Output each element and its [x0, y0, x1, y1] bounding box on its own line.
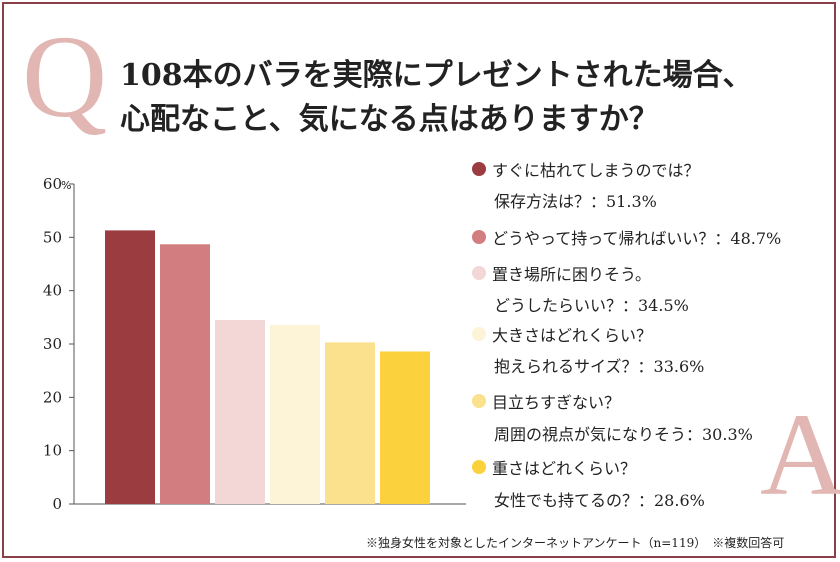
y-axis-unit: % — [61, 179, 71, 192]
legend-label-1-line-1: すぐに枯れてしまうのでは？ — [492, 161, 700, 180]
legend-label-4-line-2: 抱えられるサイズ？：33.6% — [494, 357, 705, 376]
y-tick-label: 50 — [43, 228, 62, 246]
y-tick-label: 40 — [43, 282, 62, 300]
y-tick-label: 0 — [52, 495, 62, 513]
question-title-line-2: 心配なこと、気になる点はありますか？ — [120, 102, 659, 137]
legend-label-3-line-1: 置き場所に困りそう。 — [492, 265, 652, 284]
a-letter: A — [760, 389, 840, 520]
legend-dot-1 — [472, 162, 486, 176]
y-tick-label: 60 — [43, 175, 62, 193]
legend-dot-3 — [472, 266, 486, 280]
footnote: ※独身女性を対象としたインターネットアンケート（n=119） ※複数回答可 — [366, 536, 785, 550]
bar-5 — [325, 342, 375, 504]
legend-dot-5 — [472, 394, 486, 408]
legend-label-6-line-2: 女性でも持てるの？：28.6% — [494, 491, 705, 510]
legend-label-1-line-2: 保存方法は？：51.3% — [494, 192, 657, 211]
legend-label-4-line-1: 大きさはどれくらい？ — [492, 326, 653, 345]
legend-dot-2 — [472, 230, 486, 244]
legend-label-6-line-1: 重さはどれくらい？ — [492, 459, 637, 478]
question-title-line-1: 108本のバラを実際にプレゼントされた場合、 — [120, 58, 753, 93]
y-tick-label: 10 — [43, 442, 62, 460]
legend-dot-6 — [472, 460, 486, 474]
bar-2 — [160, 244, 210, 504]
legend-dot-4 — [472, 327, 486, 341]
bar-chart: 0 10 20 30 40 50 60% — [43, 175, 466, 513]
bar-3 — [215, 320, 265, 504]
y-tick-label: 30 — [43, 335, 62, 353]
legend-label-5-line-1: 目立ちすぎない？ — [492, 393, 621, 412]
legend-label-5-line-2: 周囲の視点が気になりそう：30.3% — [494, 425, 753, 444]
y-tick-label: 20 — [43, 388, 62, 406]
bar-1 — [105, 230, 155, 504]
q-letter: Q — [22, 11, 108, 142]
bar-4 — [270, 324, 320, 504]
legend-label-3-line-2: どうしたらいい？：34.5% — [494, 296, 689, 315]
bar-6 — [380, 351, 430, 504]
legend-label-2-line-1: どうやって持って帰ればいい？：48.7% — [492, 229, 782, 248]
